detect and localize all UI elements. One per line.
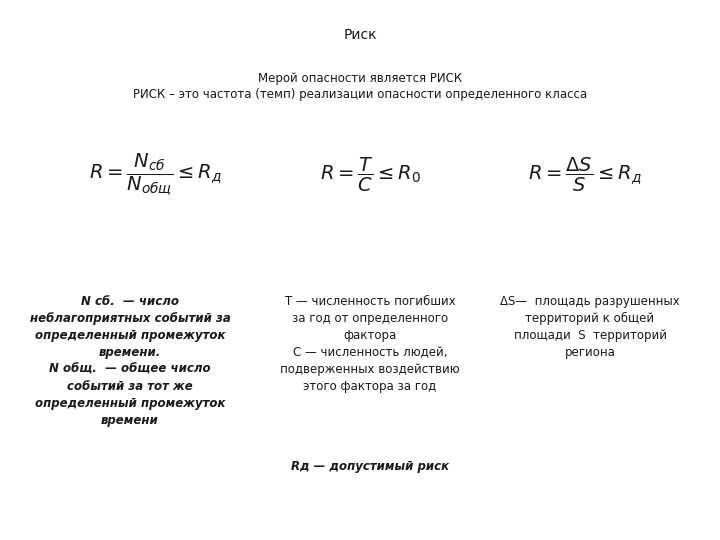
Text: $R = \dfrac{T}{C} \leq R_{0}$: $R = \dfrac{T}{C} \leq R_{0}$	[320, 156, 420, 194]
Text: Rд — допустимый риск: Rд — допустимый риск	[291, 460, 449, 473]
Text: ΔS—  площадь разрушенных
территорий к общей
площади  S  территорий
региона: ΔS— площадь разрушенных территорий к общ…	[500, 295, 680, 359]
Text: Риск: Риск	[343, 28, 377, 42]
Text: $R = \dfrac{\Delta S}{S} \leq R_{д}$: $R = \dfrac{\Delta S}{S} \leq R_{д}$	[528, 156, 642, 194]
Text: Мерой опасности является РИСК: Мерой опасности является РИСК	[258, 72, 462, 85]
Text: T — численность погибших
за год от определенного
фактора
C — численность людей,
: T — численность погибших за год от опред…	[280, 295, 460, 393]
Text: РИСК – это частота (темп) реализации опасности определенного класса: РИСК – это частота (темп) реализации опа…	[133, 88, 587, 101]
Text: N сб.  — число
неблагоприятных событий за
определенный промежуток
времени.
N общ: N сб. — число неблагоприятных событий за…	[30, 295, 230, 427]
Text: $R = \dfrac{N_{сб}}{N_{общ}} \leq R_{д}$: $R = \dfrac{N_{сб}}{N_{общ}} \leq R_{д}$	[89, 152, 222, 198]
